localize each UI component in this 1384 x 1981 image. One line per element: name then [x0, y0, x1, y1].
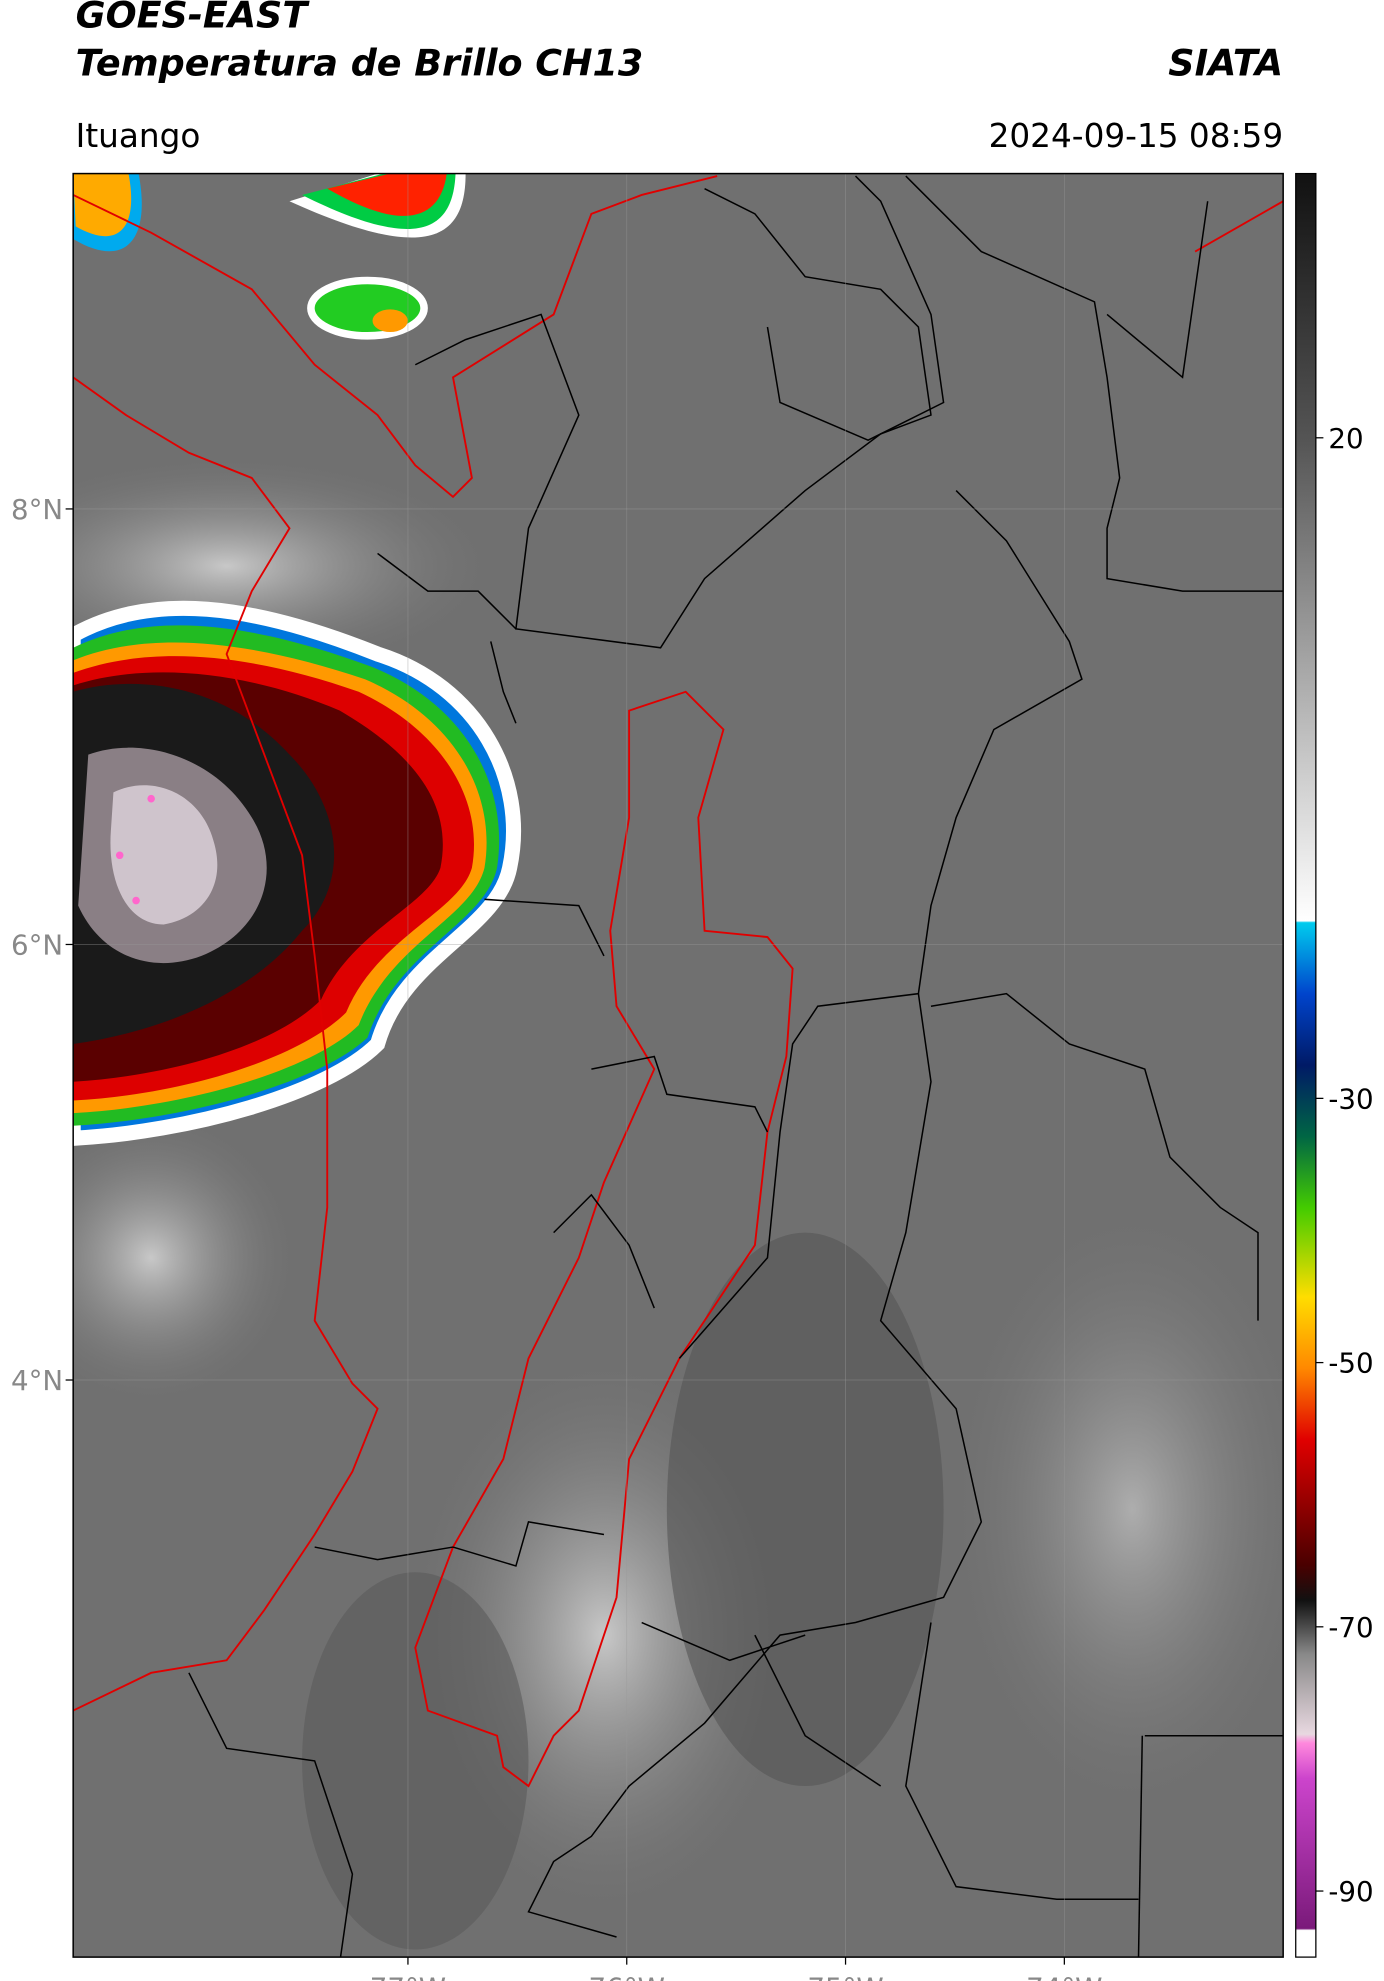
map-frame	[72, 172, 1284, 1958]
timestamp: 2024-09-15 08:59	[989, 117, 1284, 155]
colorbar-tick-label: -30	[1328, 1082, 1373, 1115]
red-boundaries	[73, 175, 1284, 1788]
colorbar	[1295, 172, 1317, 1958]
colorbar-tick-label: -90	[1328, 1875, 1373, 1908]
location: Ituango	[76, 117, 201, 155]
x-tick-label: 74°W	[1026, 1971, 1102, 1981]
x-tick-label: 77°W	[370, 1971, 446, 1981]
colorbar-tick-label: 20	[1328, 422, 1363, 455]
satellite-image	[73, 173, 1284, 1958]
title: GOES-EAST	[76, 0, 311, 37]
organization: SIATA	[1168, 41, 1283, 84]
colorbar-tick-label: -70	[1328, 1611, 1373, 1644]
subtitle: Temperatura de Brillo CH13	[76, 41, 644, 84]
y-tick-label: 6°N	[11, 929, 63, 962]
grid	[73, 173, 1284, 1958]
x-tick-label: 75°W	[807, 1971, 883, 1981]
colorbar-tick-label: -50	[1328, 1347, 1373, 1380]
y-tick-label: 4°N	[11, 1364, 63, 1397]
x-tick-label: 76°W	[589, 1971, 665, 1981]
black-boundaries	[188, 175, 1284, 1958]
ticks: 77°W 76°W 75°W 74°W 8°N 6°N 4°N 20 -30 -50 -70 -90	[11, 422, 1374, 1981]
y-tick-label: 8°N	[11, 493, 63, 526]
